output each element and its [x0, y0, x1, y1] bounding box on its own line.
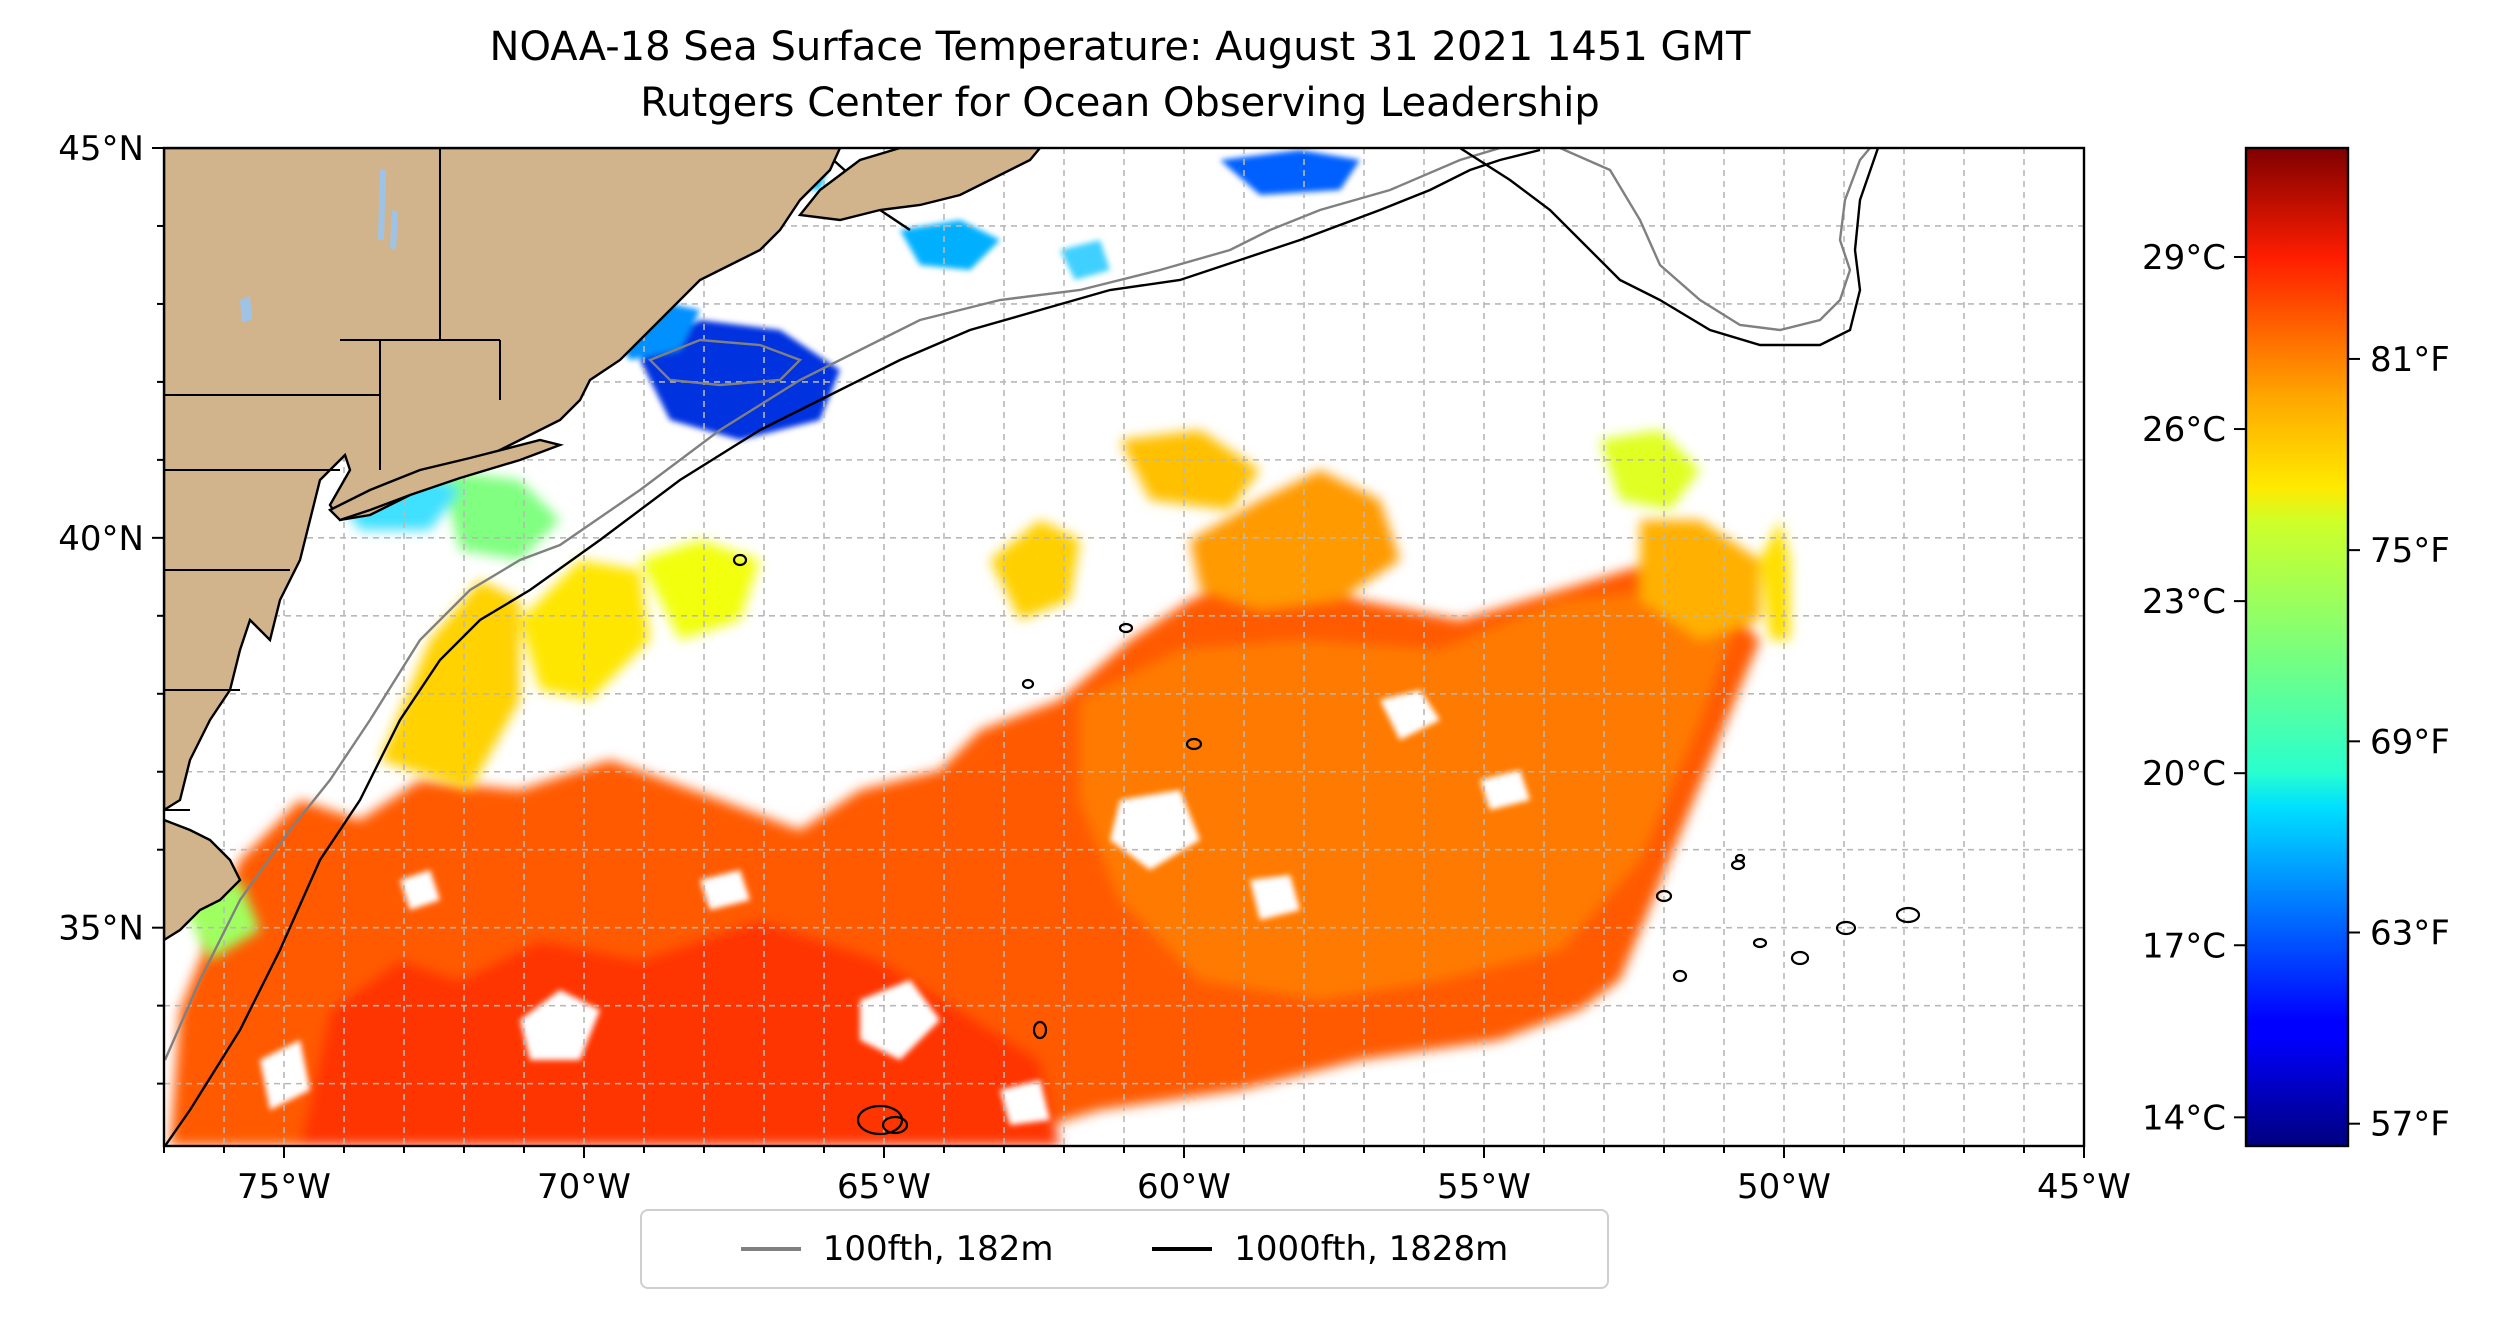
nova-scotia: [797, 148, 1042, 222]
seamounts: [732, 553, 1921, 1136]
colorbar-celsius-label: 29°C: [2142, 238, 2226, 278]
land-mass: [164, 148, 1042, 942]
x-axis-ticks: 75°W 70°W 65°W 60°W 55°W 50°W 45°W: [163, 1146, 2131, 1207]
x-tick-label: 55°W: [1437, 1167, 1531, 1207]
x-tick-label: 75°W: [237, 1167, 331, 1207]
colorbar-celsius-label: 20°C: [2142, 754, 2226, 794]
x-tick-label: 70°W: [537, 1167, 631, 1207]
y-tick-label: 35°N: [58, 909, 144, 949]
y-tick-label: 40°N: [58, 519, 144, 559]
colorbar-celsius-label: 14°C: [2142, 1098, 2226, 1138]
legend-swatch-100fth: [740, 1247, 801, 1251]
x-tick-label: 50°W: [1737, 1167, 1831, 1207]
colorbar-celsius-label: 26°C: [2142, 410, 2226, 450]
carolina-coast: [164, 818, 242, 942]
colorbar-celsius-label: 23°C: [2142, 582, 2226, 622]
long-island: [327, 438, 565, 522]
isobath-legend: 100fth, 182m 1000fth, 1828m: [640, 1209, 1609, 1289]
x-tick-label: 45°W: [2037, 1167, 2131, 1207]
legend-label-1000fth: 1000fth, 1828m: [1234, 1229, 1509, 1269]
y-tick-label: 45°N: [58, 129, 144, 169]
legend-label-100fth: 100fth, 182m: [822, 1229, 1054, 1269]
y-axis-ticks: 45°N 40°N 35°N: [58, 129, 164, 1085]
x-tick-label: 60°W: [1137, 1167, 1231, 1207]
lakes: [240, 170, 398, 322]
legend-item-1000fth: 1000fth, 1828m: [1152, 1229, 1508, 1269]
colorbar-celsius-ticks: 14°C 17°C 20°C 23°C 26°C 29°C: [2142, 238, 2246, 1138]
x-tick-label: 65°W: [837, 1167, 931, 1207]
map-title: NOAA-18 Sea Surface Temperature: August …: [489, 24, 1751, 70]
colorbar-fahrenheit-label: 75°F: [2370, 531, 2450, 571]
state-borders: [164, 148, 501, 811]
colorbar-fahrenheit-label: 63°F: [2370, 914, 2450, 954]
colorbar-fahrenheit-label: 81°F: [2370, 340, 2450, 380]
sst-fill-warm: [170, 470, 1790, 1146]
colorbar: [2244, 146, 2350, 1148]
colorbar-fahrenheit-label: 69°F: [2370, 722, 2450, 762]
legend-item-100fth: 100fth, 182m: [740, 1229, 1054, 1269]
colorbar-fahrenheit-label: 57°F: [2370, 1105, 2450, 1145]
map-subtitle: Rutgers Center for Ocean Observing Leade…: [640, 80, 1600, 126]
colorbar-fahrenheit-ticks: 57°F 63°F 69°F 75°F 81°F: [2348, 340, 2450, 1145]
legend-swatch-1000fth: [1152, 1247, 1213, 1251]
colorbar-celsius-label: 17°C: [2142, 926, 2226, 966]
